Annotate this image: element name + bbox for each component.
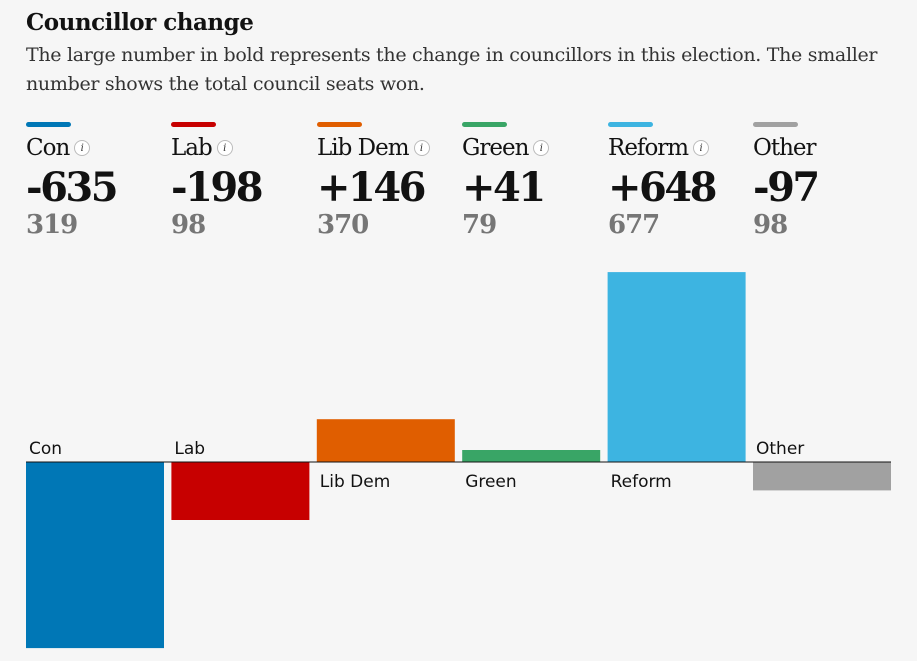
bar-label: Lib Dem bbox=[320, 472, 391, 492]
party-swatch bbox=[26, 122, 71, 127]
info-icon[interactable]: i bbox=[413, 140, 430, 156]
seat-change: -97 bbox=[753, 164, 820, 211]
party-name: Other bbox=[753, 135, 817, 161]
party-con: Con i -635 319 bbox=[26, 122, 166, 239]
party-other: Other -97 98 bbox=[753, 122, 893, 239]
chart-title: Councillor change bbox=[26, 9, 254, 36]
party-name: Reform bbox=[608, 135, 689, 161]
seat-change: +41 bbox=[462, 164, 546, 211]
party-lab: Lab i -198 98 bbox=[171, 122, 311, 239]
seat-change: -198 bbox=[171, 164, 264, 211]
total-seats: 319 bbox=[26, 210, 78, 240]
total-seats: 79 bbox=[462, 210, 497, 240]
bar-lib-dem bbox=[316, 419, 455, 462]
bar-con bbox=[26, 462, 164, 649]
seat-change: +648 bbox=[608, 164, 718, 211]
info-icon[interactable]: i bbox=[216, 140, 233, 156]
party-name: Lab bbox=[171, 135, 213, 161]
info-icon[interactable]: i bbox=[693, 140, 710, 156]
party-green: Green i +41 79 bbox=[462, 122, 602, 239]
bar-lab bbox=[171, 462, 310, 520]
party-swatch bbox=[753, 122, 798, 127]
bar-other bbox=[753, 462, 891, 491]
chart-subtitle: The large number in bold represents the … bbox=[26, 44, 878, 95]
total-seats: 98 bbox=[753, 210, 788, 240]
bar-label: Green bbox=[465, 472, 516, 492]
bar-label: Con bbox=[29, 439, 62, 459]
party-reform: Reform i +648 677 bbox=[608, 122, 748, 239]
bar-label: Reform bbox=[611, 472, 672, 492]
info-icon[interactable]: i bbox=[533, 140, 550, 156]
total-seats: 98 bbox=[171, 210, 206, 240]
bar-reform bbox=[607, 272, 746, 462]
party-name: Lib Dem bbox=[317, 135, 410, 161]
party-swatch bbox=[608, 122, 653, 127]
party-swatch bbox=[171, 122, 216, 127]
bar-green bbox=[462, 450, 601, 462]
total-seats: 370 bbox=[317, 210, 369, 240]
total-seats: 677 bbox=[608, 210, 660, 240]
party-name: Con bbox=[26, 135, 70, 161]
bar-label: Lab bbox=[174, 439, 205, 459]
party-lib-dem: Lib Dem i +146 370 bbox=[317, 122, 457, 239]
party-swatch bbox=[317, 122, 362, 127]
seat-change: -635 bbox=[26, 164, 119, 211]
party-name: Green bbox=[462, 135, 529, 161]
party-swatch bbox=[462, 122, 507, 127]
bar-label: Other bbox=[756, 439, 804, 459]
seat-change: +146 bbox=[317, 164, 427, 211]
info-icon[interactable]: i bbox=[74, 140, 91, 156]
